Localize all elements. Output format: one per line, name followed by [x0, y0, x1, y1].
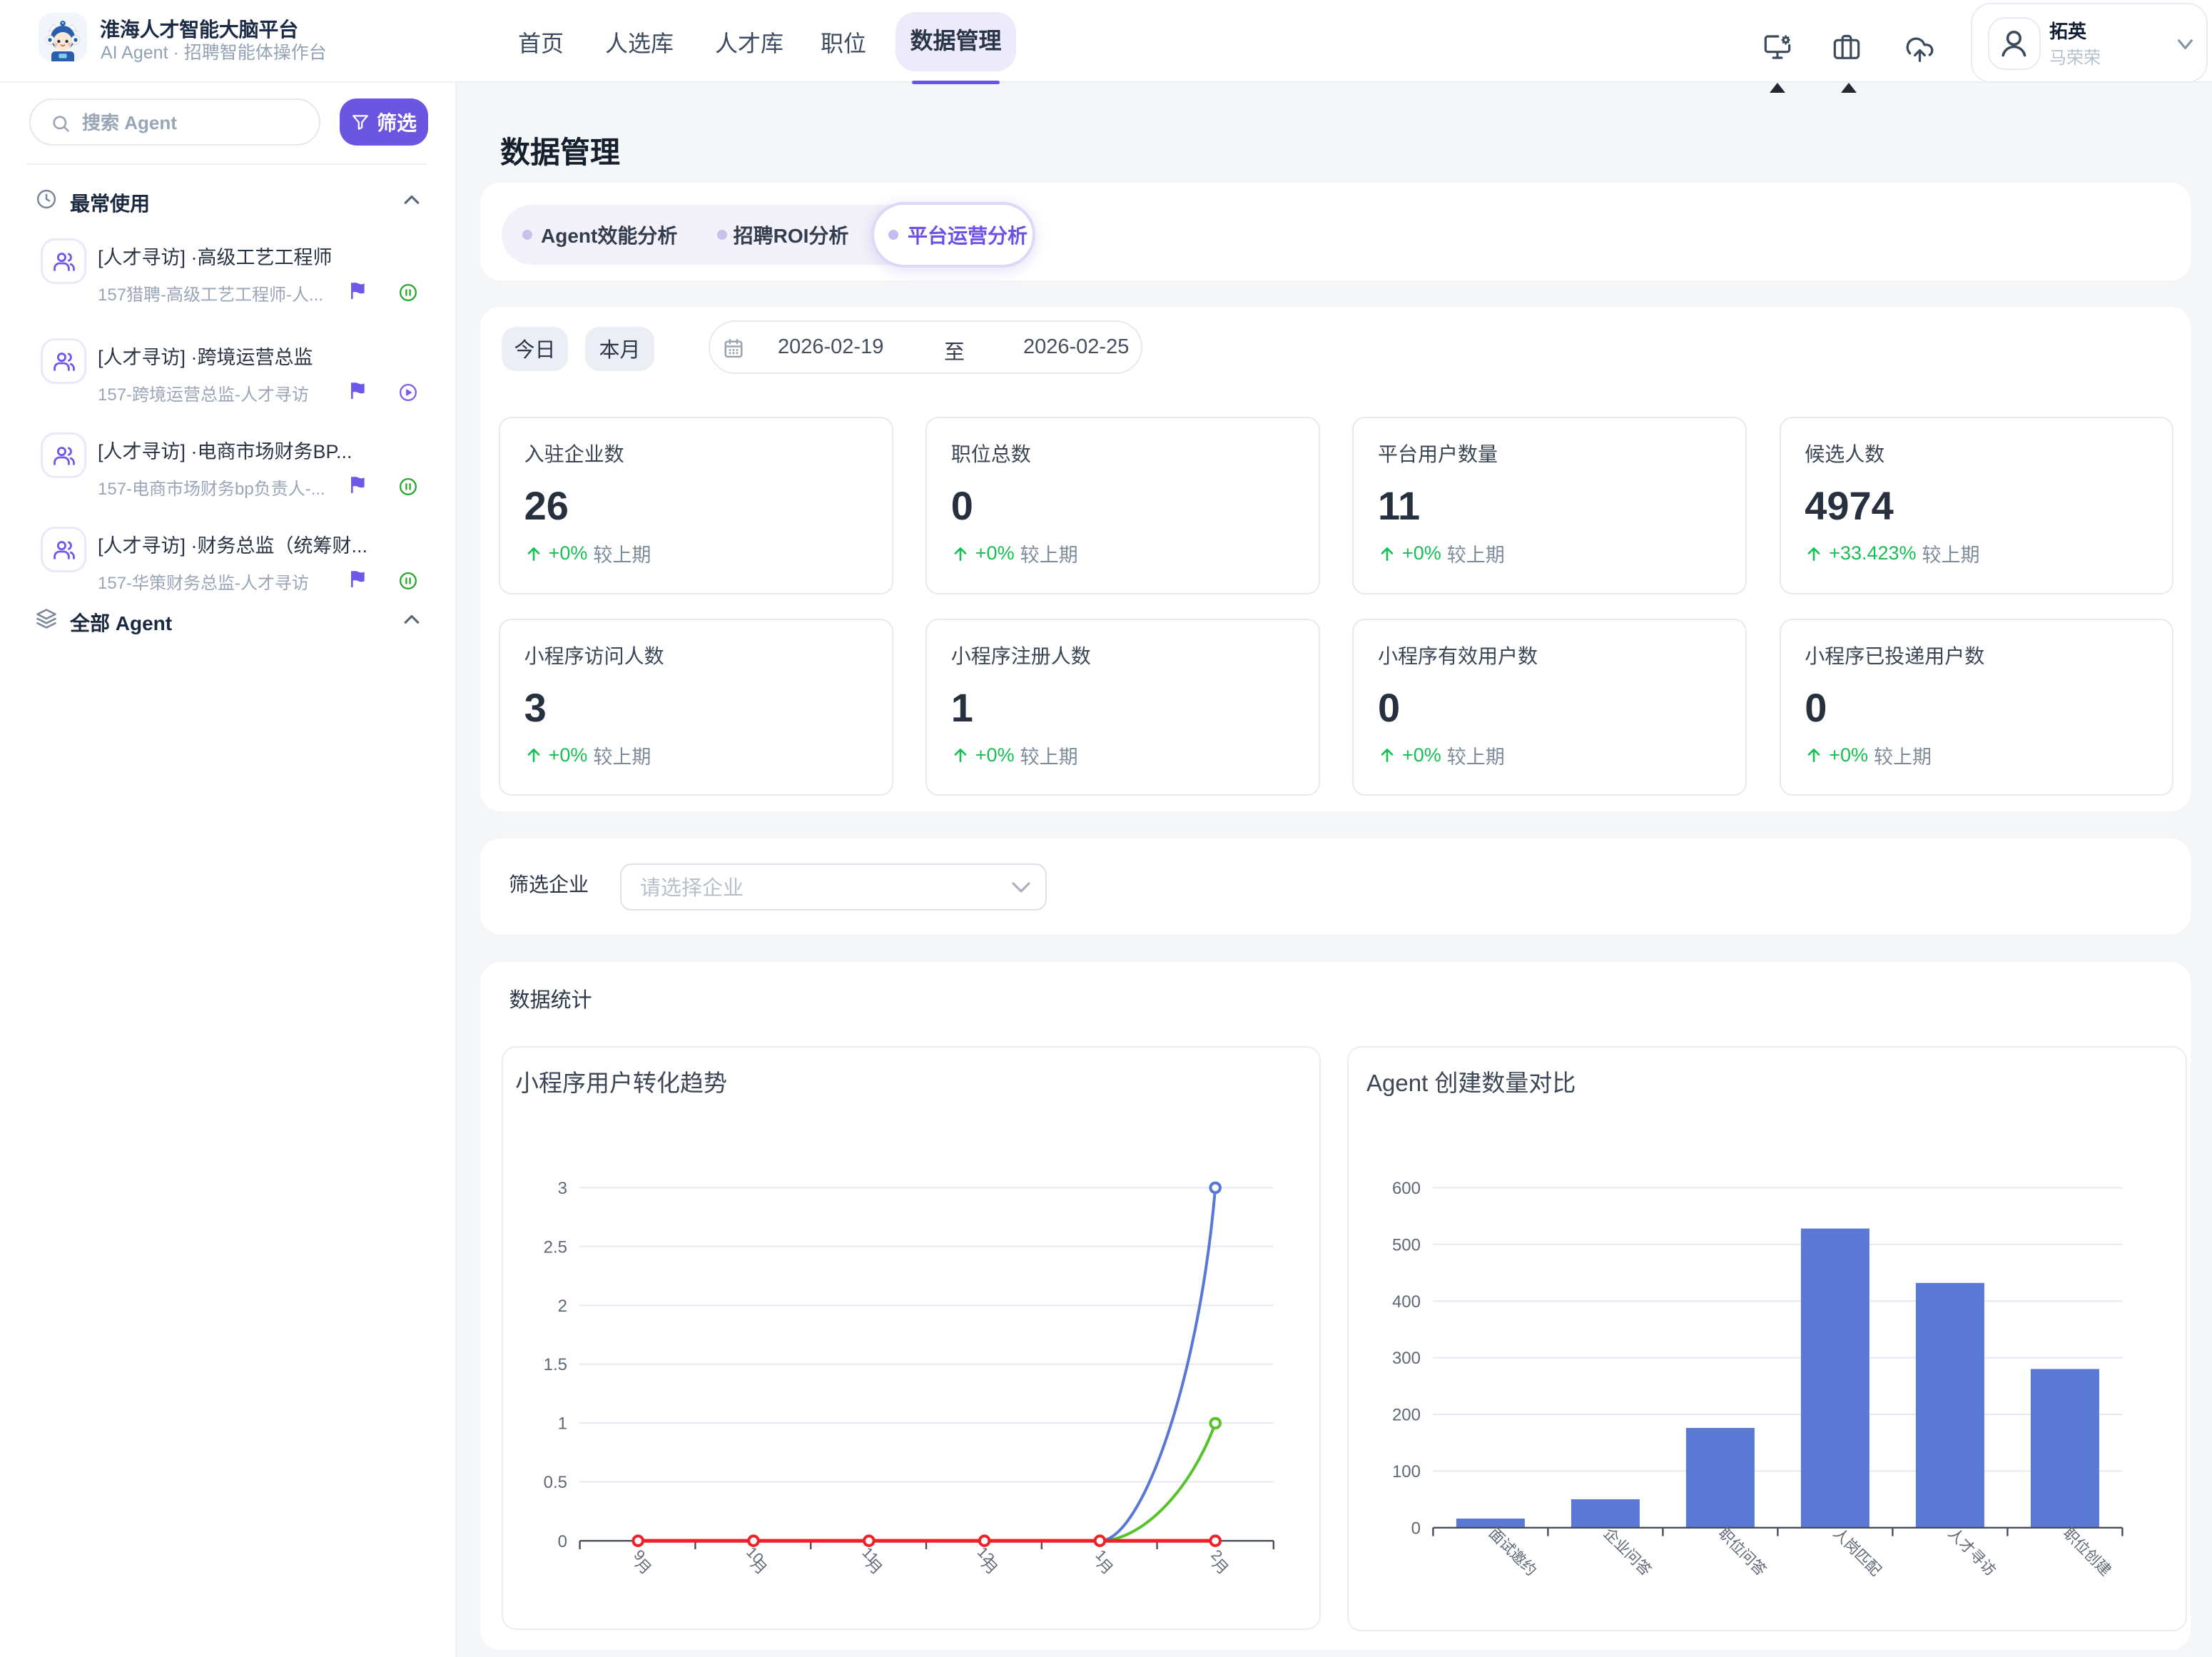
svg-text:职位创建: 职位创建	[2060, 1525, 2114, 1579]
svg-text:0: 0	[558, 1532, 567, 1551]
svg-text:0: 0	[1411, 1519, 1421, 1538]
svg-text:200: 200	[1392, 1406, 1421, 1425]
svg-text:面试邀约: 面试邀约	[1486, 1525, 1540, 1579]
svg-text:400: 400	[1392, 1292, 1421, 1312]
svg-text:0.5: 0.5	[544, 1473, 567, 1492]
svg-text:人岗匹配: 人岗匹配	[1830, 1525, 1884, 1579]
svg-text:100: 100	[1392, 1462, 1421, 1481]
svg-text:3: 3	[558, 1179, 567, 1198]
svg-text:人才寻访: 人才寻访	[1945, 1525, 1999, 1579]
svg-text:500: 500	[1392, 1235, 1421, 1255]
svg-text:职位问答: 职位问答	[1715, 1525, 1770, 1579]
svg-text:企业问答: 企业问答	[1600, 1525, 1655, 1579]
svg-text:300: 300	[1392, 1349, 1421, 1368]
svg-text:2.5: 2.5	[544, 1237, 567, 1257]
svg-text:2: 2	[558, 1297, 567, 1316]
svg-text:600: 600	[1392, 1179, 1421, 1198]
svg-text:1.5: 1.5	[544, 1355, 567, 1374]
svg-text:1: 1	[558, 1414, 567, 1434]
